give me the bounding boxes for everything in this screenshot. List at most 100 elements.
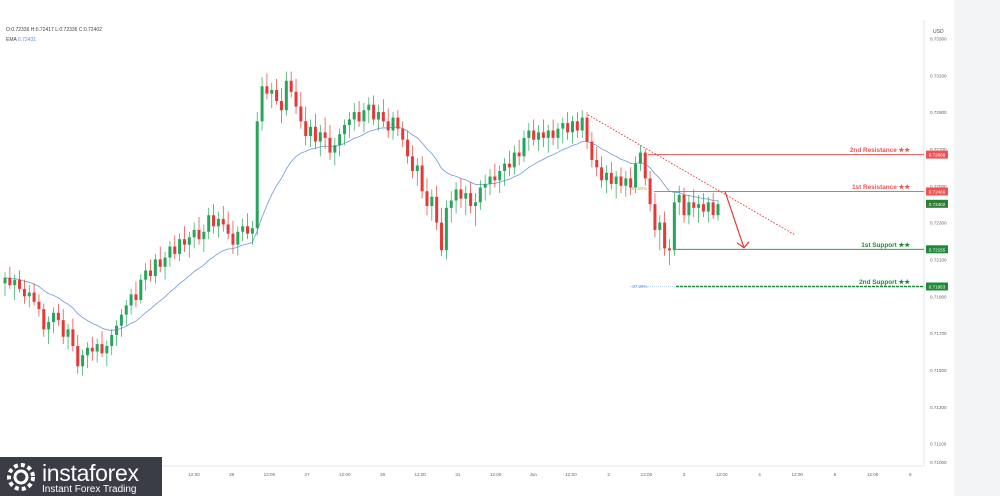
candle-body [420, 165, 424, 192]
candle-body [503, 163, 507, 172]
candle-body [56, 312, 60, 321]
candle-body [304, 121, 308, 137]
candle-body [498, 171, 502, 181]
candle-body [299, 106, 303, 122]
time-tick-label: 12:00 [791, 472, 803, 477]
candle-body [318, 132, 322, 142]
candle-body [459, 189, 463, 199]
candle-body [493, 176, 497, 181]
candle-body [168, 246, 172, 258]
candle-body [61, 320, 65, 337]
candle-body [604, 172, 608, 181]
candle-body [279, 101, 283, 111]
time-tick-label: 12:00 [414, 472, 426, 477]
candle-body [178, 239, 182, 254]
time-tick-label: 28 [380, 472, 386, 477]
price-tick-label: 0.73300 [930, 36, 947, 41]
candle-body [527, 130, 531, 138]
fib-lower-label: -27.20% [631, 284, 647, 289]
time-tick-label: 4 [758, 472, 761, 477]
time-tick-label: Jun [530, 472, 538, 477]
candle-body [667, 248, 672, 251]
candle-body [585, 117, 589, 142]
time-tick-label: 12:00 [565, 472, 577, 477]
candle-body [328, 137, 332, 153]
candle-body [71, 329, 75, 346]
level-label: 2nd Support ★★ [859, 279, 910, 286]
candle-body [226, 224, 230, 234]
candle-body [246, 226, 250, 234]
time-tick-label: 12:00 [867, 472, 879, 477]
candle-body [352, 112, 356, 120]
candle-body [537, 132, 541, 140]
candle-body [265, 86, 269, 94]
candle-body [381, 112, 385, 122]
candle-body [372, 104, 376, 120]
candle-body [129, 294, 133, 306]
price-tick-label: 0.71300 [930, 405, 947, 410]
candle-body [294, 91, 298, 107]
candle-body [672, 202, 676, 251]
candle-body [207, 215, 211, 232]
trendline [587, 114, 796, 236]
time-tick-label: 26 [229, 472, 235, 477]
candle-body [221, 218, 225, 225]
candle-body [270, 89, 274, 94]
candle-body [425, 191, 429, 207]
candle-body [561, 123, 565, 129]
candle-body [338, 134, 342, 146]
price-tick-label: 0.72500 [930, 184, 947, 189]
candle-body [95, 344, 99, 352]
candle-body [81, 355, 85, 367]
candle-body [187, 237, 191, 245]
candle-body [85, 347, 89, 356]
candle-body [600, 167, 604, 181]
candle-body [580, 117, 584, 131]
candle-body [284, 80, 288, 111]
level-label: 1st Support ★★ [861, 242, 910, 249]
candle-body [401, 128, 405, 140]
candle-body [532, 130, 536, 140]
time-tick-label: 12:00 [264, 472, 276, 477]
candle-body [376, 112, 380, 120]
candle-body [13, 279, 17, 286]
candle-body [144, 270, 148, 280]
candle-body [27, 292, 31, 297]
candle-body [677, 194, 681, 203]
candle-body [566, 123, 570, 133]
price-tick-label: 0.72700 [930, 147, 947, 152]
candle-body [275, 89, 279, 102]
candle-body [609, 172, 613, 184]
candle-body [629, 178, 633, 188]
candle-body [357, 112, 361, 122]
candle-body [313, 126, 317, 142]
logo-tagline: Instant Forex Trading [42, 484, 137, 495]
candle-body [66, 329, 70, 337]
candle-body [410, 156, 414, 172]
candle-body [158, 259, 162, 267]
time-tick-label: 31 [455, 472, 461, 477]
candle-body [483, 183, 487, 188]
price-tag [926, 282, 948, 291]
right-side-panel [954, 0, 1000, 496]
time-tick-label: 5 [834, 472, 837, 477]
candle-body [289, 80, 293, 92]
price-tag [926, 245, 948, 254]
candle-body [478, 187, 482, 203]
candle-body [197, 229, 201, 240]
price-tick-label: 0.71900 [930, 294, 947, 299]
candle-body [595, 159, 599, 168]
candle-body [3, 277, 7, 284]
candle-body [619, 176, 623, 186]
price-tag [926, 150, 948, 159]
time-tick-label: 2 [607, 472, 610, 477]
ohlc-readout: O:0.72336 H:0.72417 L:0.72336 C:0.72402 [6, 27, 102, 33]
candle-body [115, 325, 119, 335]
candle-body [473, 202, 477, 207]
candle-body [47, 322, 51, 330]
candle-body [653, 204, 657, 230]
candle-body [454, 189, 458, 201]
candlesticks [3, 71, 720, 376]
